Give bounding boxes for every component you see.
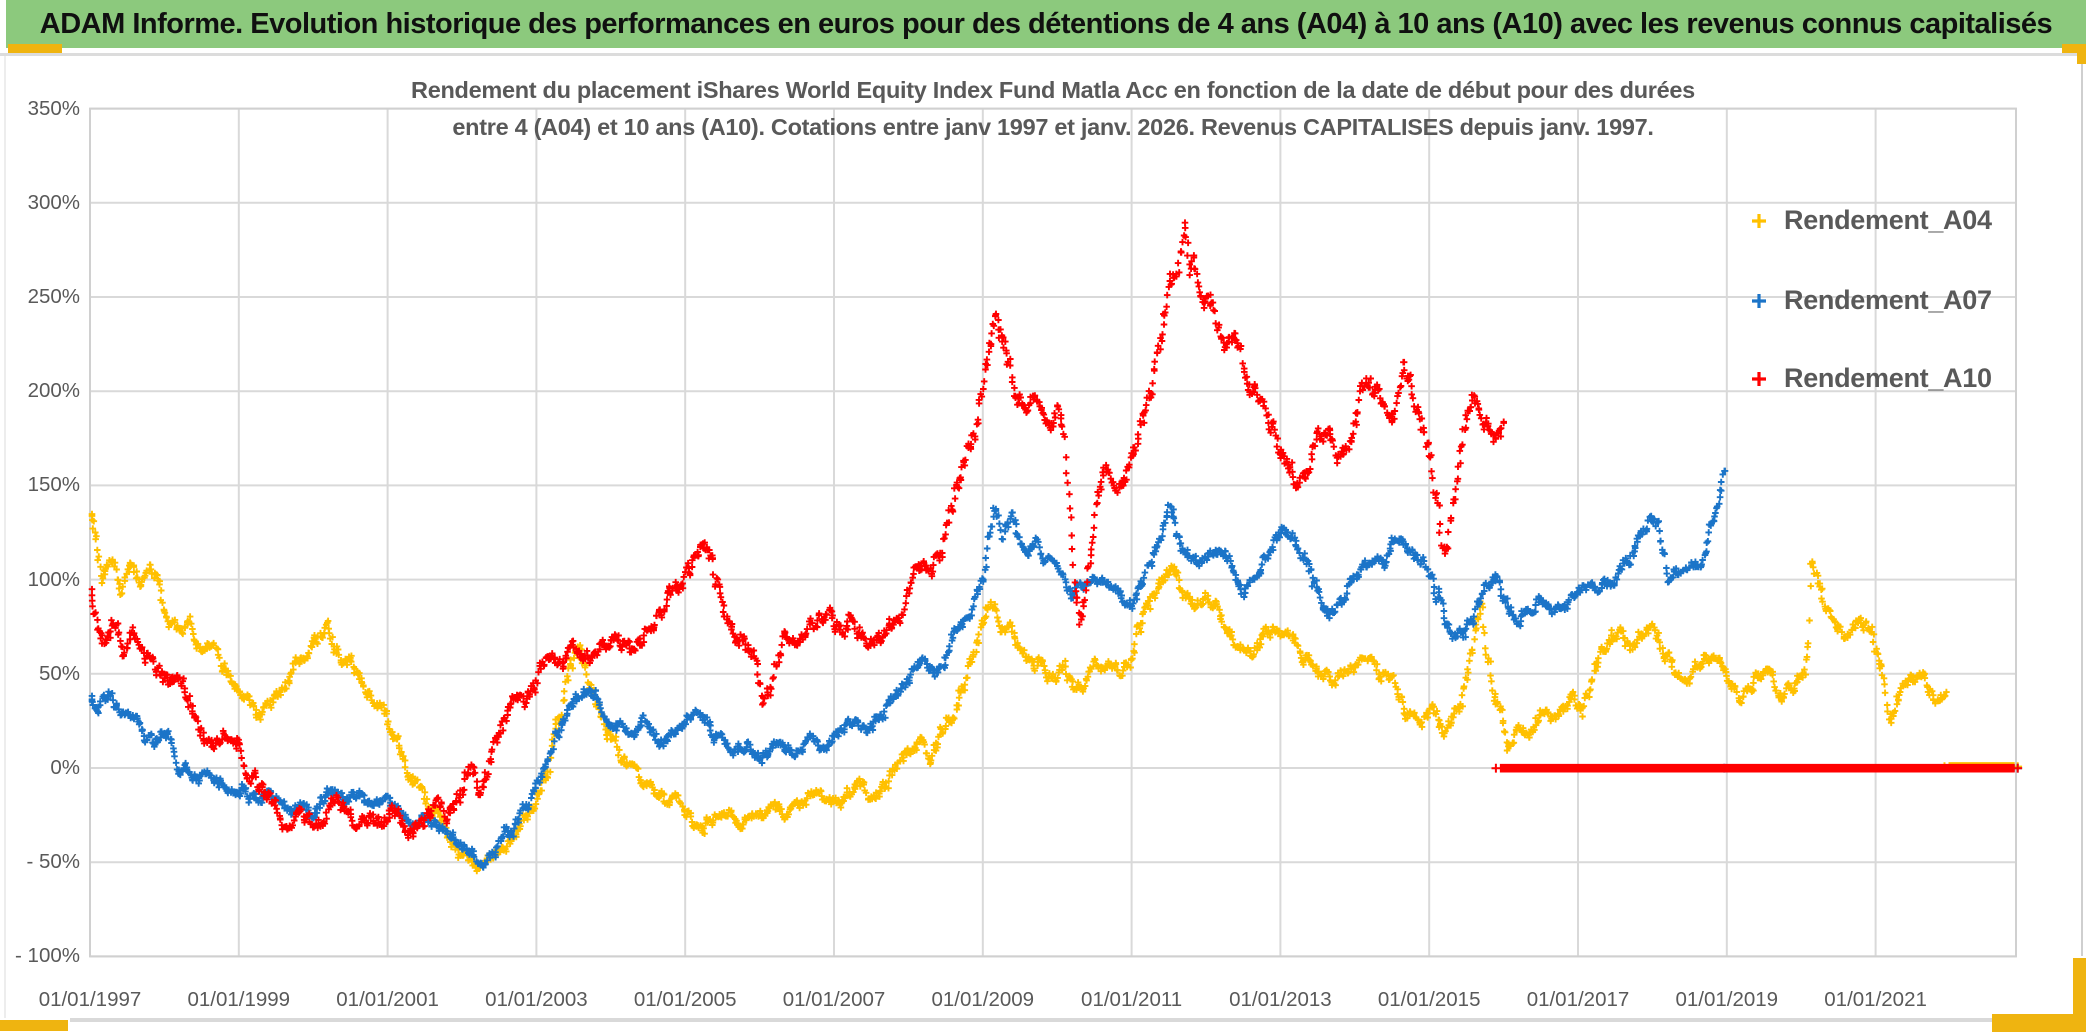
right-edge-line bbox=[2081, 64, 2083, 956]
y-axis-label: - 50% bbox=[26, 850, 80, 874]
legend-item-rendement_a04: Rendement_A04 bbox=[1748, 205, 1992, 236]
plus-marker-icon bbox=[1752, 293, 1766, 308]
gold-accent-top-right-tab bbox=[2077, 44, 2086, 64]
x-axis-label: 01/01/2017 bbox=[1526, 988, 1630, 1011]
chart-title: Rendement du placement iShares World Equ… bbox=[353, 72, 1753, 146]
chart-title-line2: entre 4 (A04) et 10 ans (A10). Cotations… bbox=[452, 114, 1654, 140]
x-axis-label: 01/01/2007 bbox=[782, 988, 886, 1011]
series-rendement_a07 bbox=[88, 467, 1729, 871]
x-axis-label: 01/01/2013 bbox=[1229, 988, 1332, 1011]
gold-accent-bottom-left bbox=[0, 1020, 68, 1031]
x-axis-label: 01/01/2011 bbox=[1081, 988, 1183, 1011]
legend-item-rendement_a07: Rendement_A07 bbox=[1748, 285, 1992, 316]
y-axis-label: 50% bbox=[38, 661, 80, 685]
chart-title-line1: Rendement du placement iShares World Equ… bbox=[411, 77, 1695, 103]
x-axis-label: 01/01/2021 bbox=[1824, 988, 1927, 1011]
x-axis-label: 01/01/2019 bbox=[1675, 988, 1779, 1011]
bottom-rule bbox=[70, 1018, 1994, 1022]
report-title: ADAM Informe. Evolution historique des p… bbox=[39, 7, 2053, 40]
legend-label: Rendement_A07 bbox=[1784, 285, 1992, 315]
y-axis-label: 300% bbox=[27, 190, 80, 214]
plus-marker-icon bbox=[1752, 371, 1766, 386]
plus-marker-icon bbox=[1752, 213, 1766, 228]
gold-accent-top-left bbox=[8, 44, 62, 53]
gold-accent-right-strip bbox=[2073, 958, 2086, 1032]
legend-item-rendement_a10: Rendement_A10 bbox=[1748, 363, 1992, 394]
x-axis-label: 01/01/2001 bbox=[336, 988, 439, 1011]
left-edge-line bbox=[4, 56, 6, 1018]
legend-label: Rendement_A04 bbox=[1784, 205, 1992, 235]
x-axis-label: 01/01/1997 bbox=[38, 988, 142, 1011]
series-rendement_a04 bbox=[88, 510, 1950, 875]
x-axis-label: 01/01/2005 bbox=[633, 988, 737, 1011]
y-axis-label: 0% bbox=[50, 756, 80, 779]
separator-under-title bbox=[0, 53, 2086, 56]
x-axis-label: 01/01/2009 bbox=[931, 988, 1035, 1011]
x-axis-label: 01/01/1999 bbox=[187, 988, 291, 1011]
y-axis-label: 350% bbox=[27, 96, 80, 120]
x-axis-label: 01/01/2003 bbox=[485, 988, 588, 1011]
y-axis-label: 250% bbox=[27, 285, 80, 308]
gold-accent-top-right bbox=[2062, 44, 2086, 53]
y-axis-label: 200% bbox=[27, 379, 80, 403]
gold-accent-bottom-right bbox=[1992, 1014, 2086, 1032]
x-axis-label: 01/01/2015 bbox=[1377, 988, 1481, 1011]
y-axis-label: - 100% bbox=[15, 944, 80, 968]
report-title-bar: ADAM Informe. Evolution historique des p… bbox=[6, 0, 2086, 48]
series-rendement_a10 bbox=[88, 219, 1507, 842]
legend-label: Rendement_A10 bbox=[1784, 363, 1992, 393]
y-axis-label: 150% bbox=[27, 473, 80, 497]
y-axis-label: 100% bbox=[27, 567, 80, 591]
